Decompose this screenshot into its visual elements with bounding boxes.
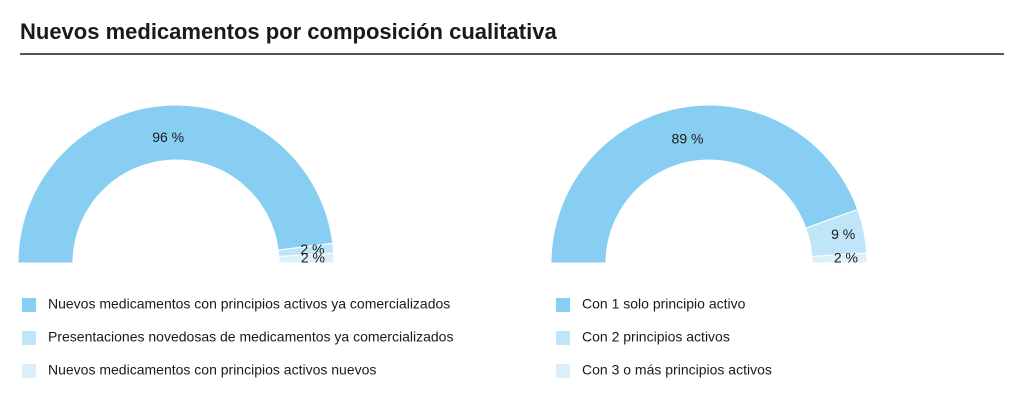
- value-label: 2 %: [300, 241, 324, 257]
- value-label: 96 %: [152, 129, 184, 145]
- donut-segment: [278, 252, 335, 264]
- value-label: 2 %: [834, 249, 858, 265]
- legend-label: Con 3 o más principios activos: [582, 362, 772, 378]
- title: Nuevos medicamentos por composición cual…: [20, 19, 557, 44]
- donut-segment: [17, 104, 334, 264]
- legend-swatch: [22, 364, 36, 378]
- legend-label: Nuevos medicamentos con principios activ…: [48, 296, 450, 312]
- legend-label: Presentaciones novedosas de medicamentos…: [48, 329, 453, 345]
- legend-swatch: [22, 298, 36, 312]
- value-label: 89 %: [672, 131, 704, 147]
- legend-swatch: [556, 364, 570, 378]
- value-label: 2 %: [301, 249, 325, 265]
- donut-segment: [811, 252, 868, 264]
- legend-label: Nuevos medicamentos con principios activ…: [48, 362, 376, 378]
- legend-label: Con 1 solo principio activo: [582, 296, 746, 312]
- donut-segment: [550, 104, 859, 264]
- legend-swatch: [22, 331, 36, 345]
- value-label: 9 %: [831, 226, 855, 242]
- legend-swatch: [556, 298, 570, 312]
- legend-swatch: [556, 331, 570, 345]
- legend-label: Con 2 principios activos: [582, 329, 730, 345]
